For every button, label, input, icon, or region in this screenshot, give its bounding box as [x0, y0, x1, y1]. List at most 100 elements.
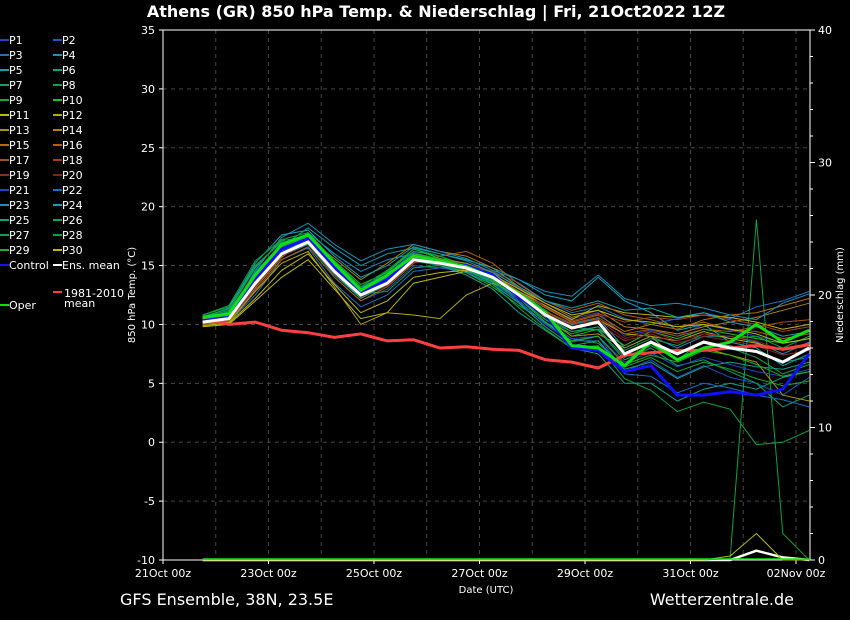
legend-label: P6: [62, 64, 76, 77]
x-axis-label: Date (UTC): [459, 585, 514, 596]
y-tick-label: 35: [141, 24, 155, 37]
member-line-p16: [202, 246, 810, 340]
y-tick-label: 20: [141, 201, 155, 214]
legend-entry: P30: [53, 244, 83, 257]
climate-mean-line: [202, 317, 810, 370]
y2-tick-label: 0: [818, 554, 825, 567]
y-tick-label: 5: [148, 377, 155, 390]
legend: P1 P2 P3 P4 P5 P6 P7 P8 P9 P10 P11 P12 P13 P14 P15 P16 P…: [0, 34, 124, 312]
legend-label: P22: [62, 184, 83, 197]
legend-label: P1: [9, 34, 23, 47]
legend-entry: P23: [0, 199, 30, 212]
legend-entry: P5: [0, 64, 23, 77]
legend-entry: P27: [0, 229, 30, 242]
legend-label: P15: [9, 139, 30, 152]
legend-entry: P4: [53, 49, 76, 62]
footer-site[interactable]: Wetterzentrale.de: [650, 590, 794, 609]
y-tick-label: 15: [141, 260, 155, 273]
legend-label: P28: [62, 229, 83, 242]
chart-title: Athens (GR) 850 hPa Temp. & Niederschlag…: [147, 2, 725, 22]
precip-line-p28: [202, 219, 810, 561]
legend-entry: P1: [0, 34, 23, 47]
x-tick-label: 23Oct 00z: [240, 567, 297, 580]
legend-label: P13: [9, 124, 30, 137]
ens-mean-line: [202, 240, 810, 364]
legend-entry: P8: [53, 79, 76, 92]
legend-entry: P19: [0, 169, 30, 182]
legend-entry: P12: [53, 109, 83, 122]
y-tick-label: 10: [141, 318, 155, 331]
member-line-p30: [202, 253, 810, 344]
legend-label: P16: [62, 139, 83, 152]
legend-label: P19: [9, 169, 30, 182]
legend-entry: P9: [0, 94, 23, 107]
legend-entry: P3: [0, 49, 23, 62]
footer-model-info: GFS Ensemble, 38N, 23.5E: [120, 590, 333, 609]
legend-label: P25: [9, 214, 30, 227]
x-tick-label: 31Oct 00z: [662, 567, 719, 580]
y2-tick-label: 10: [818, 422, 832, 435]
legend-entry: P13: [0, 124, 30, 137]
y-axis-label: 850 hPa Temp. (°C): [127, 247, 138, 343]
legend-entry: P26: [53, 214, 83, 227]
legend-label: P20: [62, 169, 83, 182]
legend-label: P2: [62, 34, 76, 47]
legend-entry: P6: [53, 64, 76, 77]
y-tick-label: -10: [137, 554, 155, 567]
legend-entry: P2: [53, 34, 76, 47]
legend-entry: P17: [0, 154, 30, 167]
legend-entry: P20: [53, 169, 83, 182]
legend-label: P10: [62, 94, 83, 107]
legend-label: P4: [62, 49, 76, 62]
x-tick-label: 25Oct 00z: [346, 567, 403, 580]
legend-label: P23: [9, 199, 30, 212]
y2-tick-label: 20: [818, 289, 832, 302]
legend-entry: P28: [53, 229, 83, 242]
x-tick-label: 21Oct 00z: [135, 567, 192, 580]
legend-label: P26: [62, 214, 83, 227]
temperature-series: [202, 222, 811, 446]
legend-entry: P22: [53, 184, 83, 197]
member-line-p7: [202, 239, 810, 408]
legend-label: P11: [9, 109, 30, 122]
y2-axis-label: Niederschlag (mm): [835, 247, 846, 343]
legend-entry: P24: [53, 199, 83, 212]
legend-label: P29: [9, 244, 30, 257]
precip-line-p30: [202, 532, 810, 561]
legend-label: P17: [9, 154, 30, 167]
legend-label: Control: [9, 259, 49, 272]
legend-label: P30: [62, 244, 83, 257]
x-tick-label: 29Oct 00z: [557, 567, 614, 580]
y-tick-label: -5: [144, 495, 155, 508]
legend-label: P12: [62, 109, 83, 122]
precip-series: [202, 219, 810, 562]
legend-label: P24: [62, 199, 83, 212]
member-line-p28: [202, 232, 810, 446]
legend-entry: P14: [53, 124, 83, 137]
legend-label: P8: [62, 79, 76, 92]
legend-label: mean: [64, 297, 95, 310]
member-line-p22: [202, 234, 810, 408]
legend-entry: P10: [53, 94, 83, 107]
legend-entry: P21: [0, 184, 30, 197]
member-line-p6: [202, 243, 810, 402]
legend-label: P7: [9, 79, 23, 92]
legend-entry: P29: [0, 244, 30, 257]
y-tick-label: 25: [141, 142, 155, 155]
legend-label: P21: [9, 184, 30, 197]
y-tick-label: 0: [148, 436, 155, 449]
member-line-p11: [202, 259, 810, 330]
y-tick-label: 30: [141, 83, 155, 96]
member-line-p21: [202, 238, 810, 377]
x-tick-label: 27Oct 00z: [451, 567, 508, 580]
member-line-p24: [202, 229, 810, 337]
legend-entry: Oper: [0, 299, 36, 312]
y2-tick-label: 30: [818, 157, 832, 170]
y2-tick-label: 40: [818, 24, 832, 37]
plot-frame: [162, 29, 811, 561]
legend-label: P14: [62, 124, 83, 137]
legend-label: P9: [9, 94, 23, 107]
grid: [163, 29, 810, 561]
